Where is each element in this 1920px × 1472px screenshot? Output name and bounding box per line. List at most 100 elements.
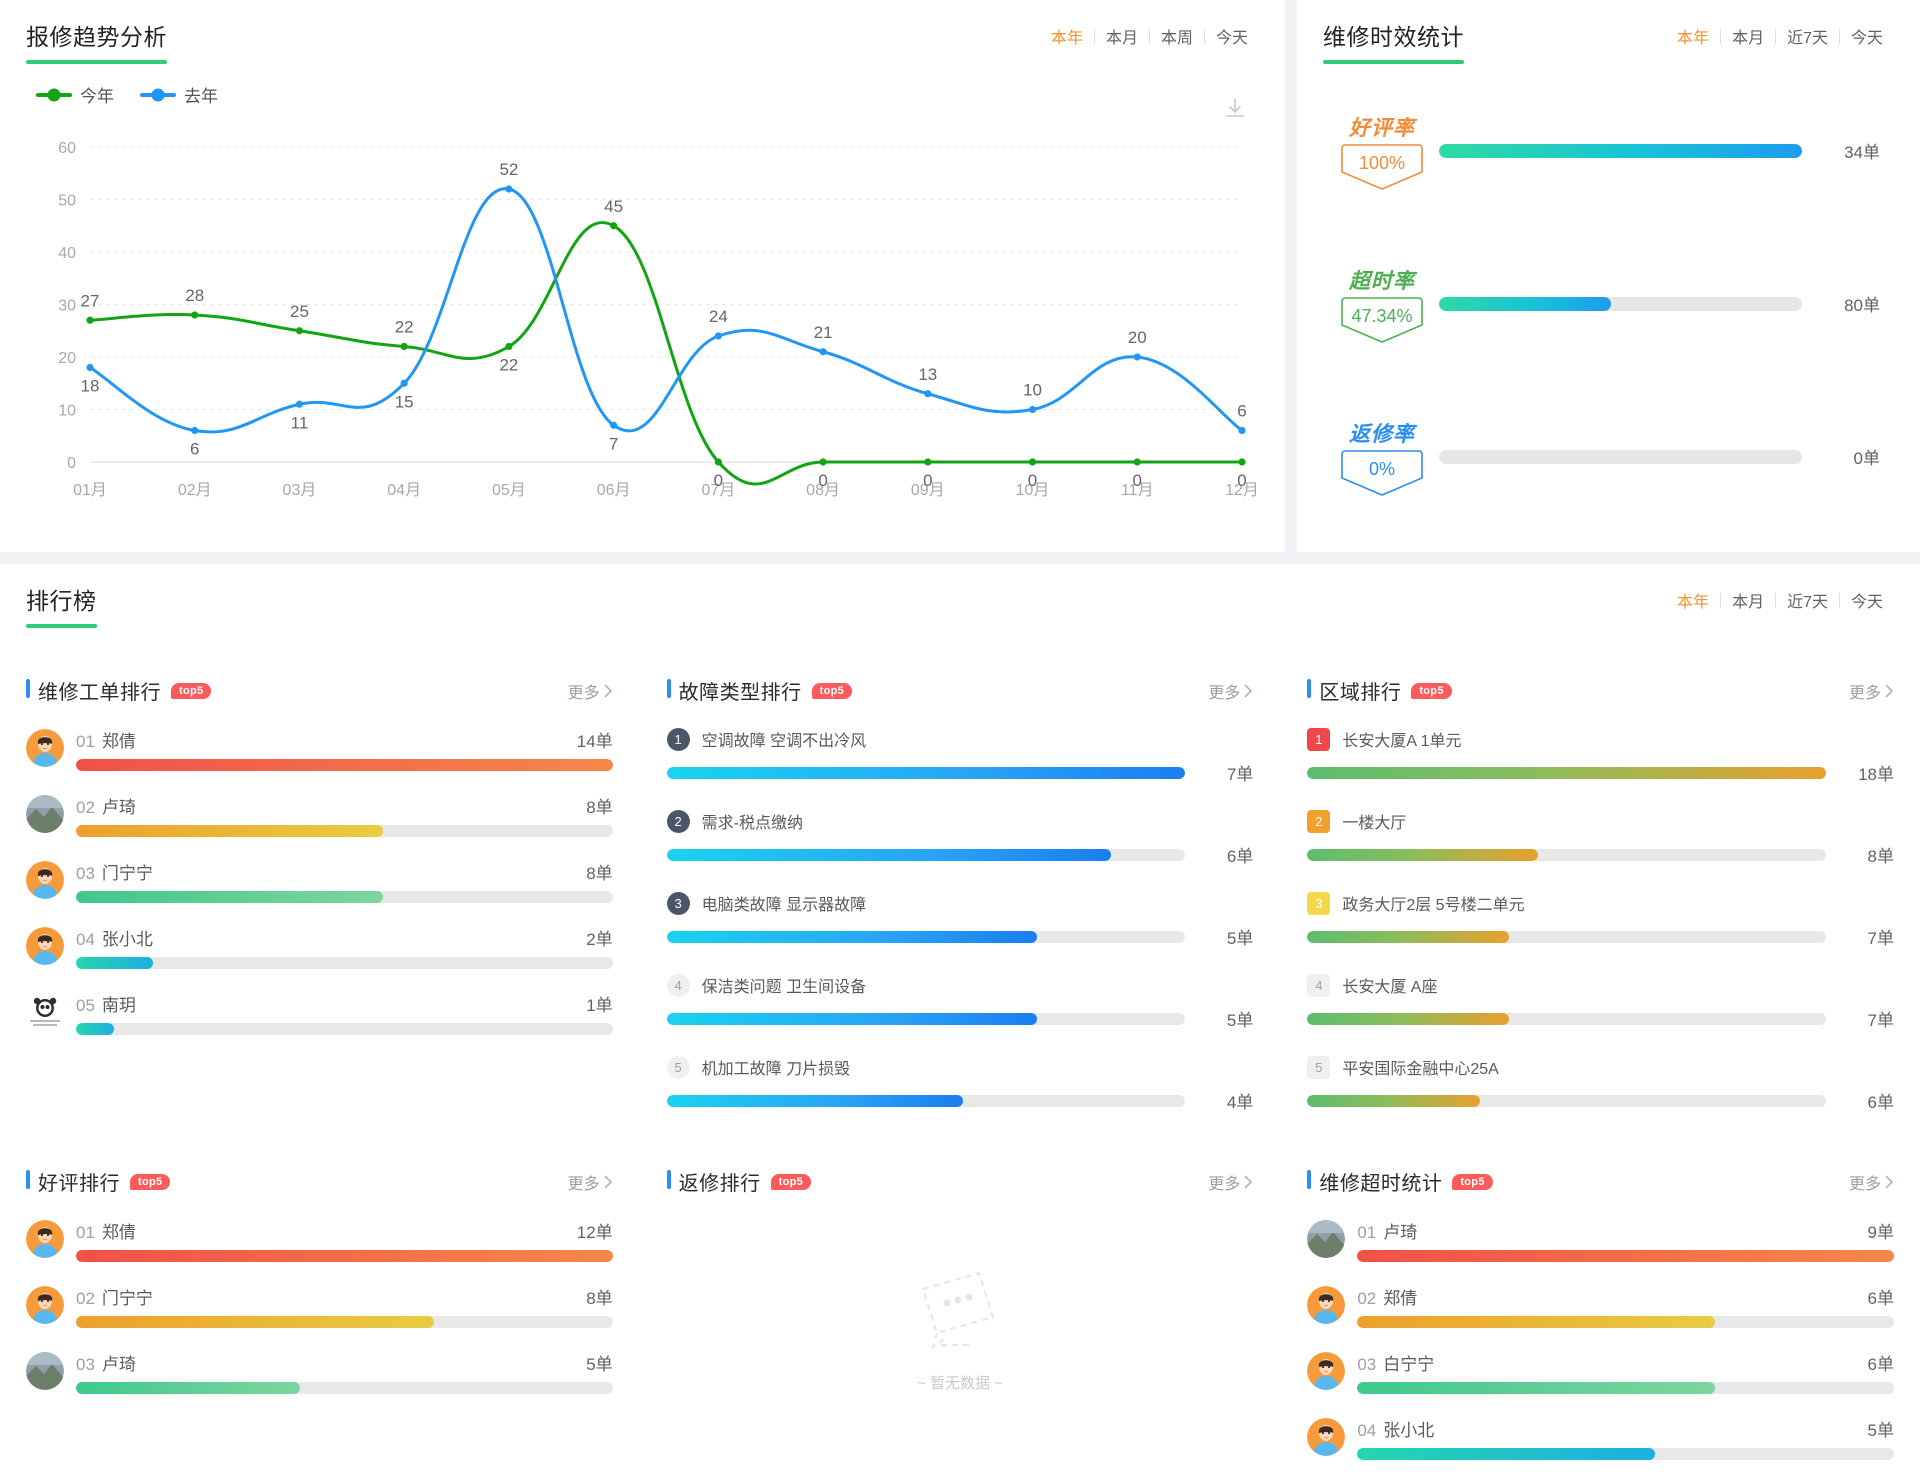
table-row[interactable]: 03 门宁宁 8单 [26,859,613,903]
svg-text:01月: 01月 [73,482,107,499]
tab-separator [1775,592,1777,608]
table-row[interactable]: 5 机加工故障 刀片损毁 4单 [666,1055,1253,1113]
table-row[interactable]: 1 空调故障 空调不出冷风 7单 [666,727,1253,785]
legend-item-last-year[interactable]: 去年 [140,82,218,107]
metric-count-2: 0单 [1853,449,1880,468]
metric-row-2: 返修率 0% 0单 [1339,418,1880,496]
ranking-block-title-group-1: 故障类型排行 top5 [666,676,853,705]
table-row[interactable]: 05 南玥 1单 [26,991,613,1035]
tab-separator [1838,28,1840,44]
trend-period-tabs[interactable]: 本年 本月 本周 今天 [1040,18,1259,48]
avatar [26,861,64,899]
tab-eff-year[interactable]: 本年 [1677,30,1710,47]
rank-row-track-5-0 [1357,1250,1894,1262]
tab-trend-year[interactable]: 本年 [1050,30,1083,47]
table-row[interactable]: 01 卢琦 9单 [1307,1218,1894,1262]
rank-row-value-2-1: 8单 [1867,847,1894,866]
rank-row-top-2-0: 1 长安大厦A 1单元 [1307,727,1894,751]
more-link-4[interactable]: 更多 [1208,1170,1253,1194]
table-row[interactable]: 1 长安大厦A 1单元 18单 [1307,727,1894,785]
rank-row-name-1-2: 电脑类故障 显示器故障 [701,897,867,914]
svg-text:0: 0 [1237,471,1246,490]
table-row[interactable]: 02 卢琦 8单 [26,793,613,837]
table-row[interactable]: 03 卢琦 5单 [26,1350,613,1394]
table-row[interactable]: 3 电脑类故障 显示器故障 5单 [666,891,1253,949]
rank-row-name-5-0: 01 卢琦 [1357,1223,1418,1242]
legend-item-current-year[interactable]: 今年 [36,82,114,107]
chart-legend[interactable]: 今年 去年 [0,64,1285,107]
more-link-3[interactable]: 更多 [568,1170,613,1194]
rank-row-line-3-2: 03 卢琦 5单 [76,1350,613,1375]
table-row[interactable]: 3 政务大厅2层 5号楼二单元 7单 [1307,891,1894,949]
rank-row-track-2-4 [1307,1094,1826,1107]
rank-row-value-5-1: 6单 [1867,1289,1894,1308]
table-row[interactable]: 04 张小北 5单 [1307,1416,1894,1460]
rank-row-value-5-0: 9单 [1867,1223,1894,1242]
tab-trend-today[interactable]: 今天 [1215,30,1248,47]
ranking-block-header-4: 返修排行 top5 更多 [666,1167,1254,1196]
metric-shield-1: 超时率 47.34% [1339,265,1425,343]
svg-text:0: 0 [923,471,932,490]
avatar [1307,1286,1346,1324]
table-row[interactable]: 03 白宁宁 6单 [1307,1350,1894,1394]
svg-text:20: 20 [58,350,76,367]
tab-rank-today[interactable]: 今天 [1850,594,1883,611]
more-link-0[interactable]: 更多 [568,679,613,703]
metric-bar-2: 0单 [1439,418,1880,469]
rank-row-track-1-1 [666,848,1186,861]
rank-row-top-1-3: 4 保洁类问题 卫生间设备 [666,973,1254,997]
table-row[interactable]: 2 需求-税点缴纳 6单 [666,809,1253,867]
table-row[interactable]: 4 保洁类问题 卫生间设备 5单 [666,973,1254,1031]
rank-row-value-3-2: 5单 [586,1355,613,1374]
table-row[interactable]: 01 郑倩 12单 [26,1218,613,1262]
rank-row-bottom-2-0: 18单 [1307,760,1894,785]
rank-row-bottom-1-0: 7单 [666,760,1253,785]
svg-text:0: 0 [67,455,76,472]
table-row[interactable]: 5 平安国际金融中心25A 6单 [1307,1055,1894,1113]
ranking-period-tabs[interactable]: 本年 本月 近7天 今天 [1666,582,1894,612]
rank-row-index-0-4: 05 [76,996,95,1015]
tab-trend-month[interactable]: 本月 [1105,30,1138,47]
rank-row-value-0-4: 1单 [586,996,613,1015]
download-icon[interactable] [1223,96,1247,125]
tab-eff-month[interactable]: 本月 [1732,30,1765,47]
rank-row-index-0-3: 04 [76,930,95,949]
table-row[interactable]: 02 门宁宁 8单 [26,1284,613,1328]
rank-row-fill-0-2 [76,891,383,903]
efficiency-period-tabs[interactable]: 本年 本月 近7天 今天 [1666,18,1894,48]
table-row[interactable]: 4 长安大厦 A座 7单 [1307,973,1894,1031]
more-link-5[interactable]: 更多 [1849,1170,1894,1194]
tab-eff-today[interactable]: 今天 [1850,30,1883,47]
rank-row-track-5-1 [1357,1316,1894,1328]
avatar [26,927,64,965]
table-row[interactable]: 2 一楼大厅 8单 [1307,809,1894,867]
more-link-2[interactable]: 更多 [1849,679,1894,703]
tab-rank-7days[interactable]: 近7天 [1787,594,1828,611]
table-row[interactable]: 02 郑倩 6单 [1307,1284,1894,1328]
tab-eff-7days[interactable]: 近7天 [1787,30,1828,47]
rank-row-fill-1-3 [666,1012,1038,1025]
ranking-card-header: 排行榜 本年 本月 近7天 今天 [0,564,1920,628]
rank-row-value-1-3: 5单 [1226,1011,1254,1030]
rank-row-name-3-1: 02 门宁宁 [76,1289,153,1308]
ranking-block-title-group-0: 维修工单排行 top5 [26,676,212,705]
rank-row-fill-2-2 [1307,930,1510,943]
ranking-block-header-2: 区域排行 top5 更多 [1307,676,1894,705]
top5-badge-2: top5 [1411,682,1452,699]
tab-rank-year[interactable]: 本年 [1677,594,1710,611]
rank-row-name-0-1: 02 卢琦 [76,798,136,817]
more-link-1[interactable]: 更多 [1208,679,1253,703]
rank-row-body-3-2: 03 卢琦 5单 [76,1350,613,1394]
table-row[interactable]: 04 张小北 2单 [26,925,613,969]
table-row[interactable]: 01 郑倩 14单 [26,727,613,771]
rank-row-track-1-2 [666,930,1186,943]
ranking-title: 排行榜 [26,582,97,628]
tab-trend-week[interactable]: 本周 [1160,30,1193,47]
rank-row-track-0-1 [76,825,613,837]
svg-text:10: 10 [58,403,76,420]
tab-rank-month[interactable]: 本月 [1732,594,1765,611]
rank-row-track-5-3 [1357,1448,1894,1460]
rank-row-track-5-2 [1357,1382,1894,1394]
rank-row-track-2-3 [1307,1012,1826,1025]
